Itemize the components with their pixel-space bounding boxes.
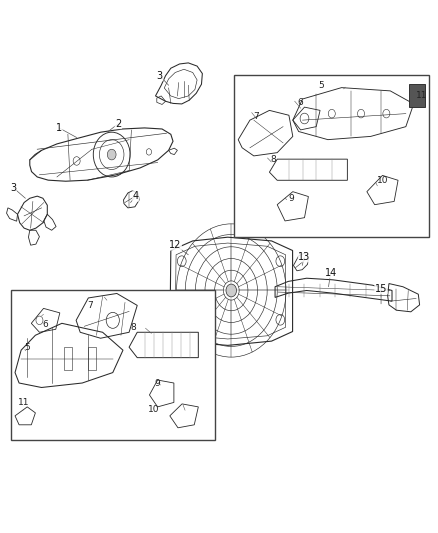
Text: 3: 3 [157,71,163,80]
Text: 13: 13 [298,252,311,262]
Circle shape [226,284,237,297]
Text: 2: 2 [115,119,121,128]
Text: 3: 3 [10,183,16,192]
Text: 8: 8 [130,324,136,332]
Text: 9: 9 [155,378,160,387]
Text: 14: 14 [325,268,337,278]
Text: 4: 4 [133,191,139,201]
Text: 11: 11 [416,91,427,100]
Text: 7: 7 [88,301,93,310]
Bar [409,84,425,107]
Text: 8: 8 [270,155,276,164]
Bar [11,290,215,440]
Circle shape [107,149,116,160]
Text: 10: 10 [377,176,388,185]
Bar [234,75,429,237]
Text: 11: 11 [18,398,30,407]
Text: 12: 12 [169,240,181,250]
Text: 7: 7 [253,112,259,122]
Text: 9: 9 [288,195,294,204]
Text: 5: 5 [25,343,30,352]
Text: 5: 5 [318,80,324,90]
Text: 6: 6 [298,98,304,107]
Text: 1: 1 [56,123,62,133]
Text: 10: 10 [148,406,159,414]
Text: 15: 15 [375,284,387,294]
Text: 6: 6 [42,320,49,329]
